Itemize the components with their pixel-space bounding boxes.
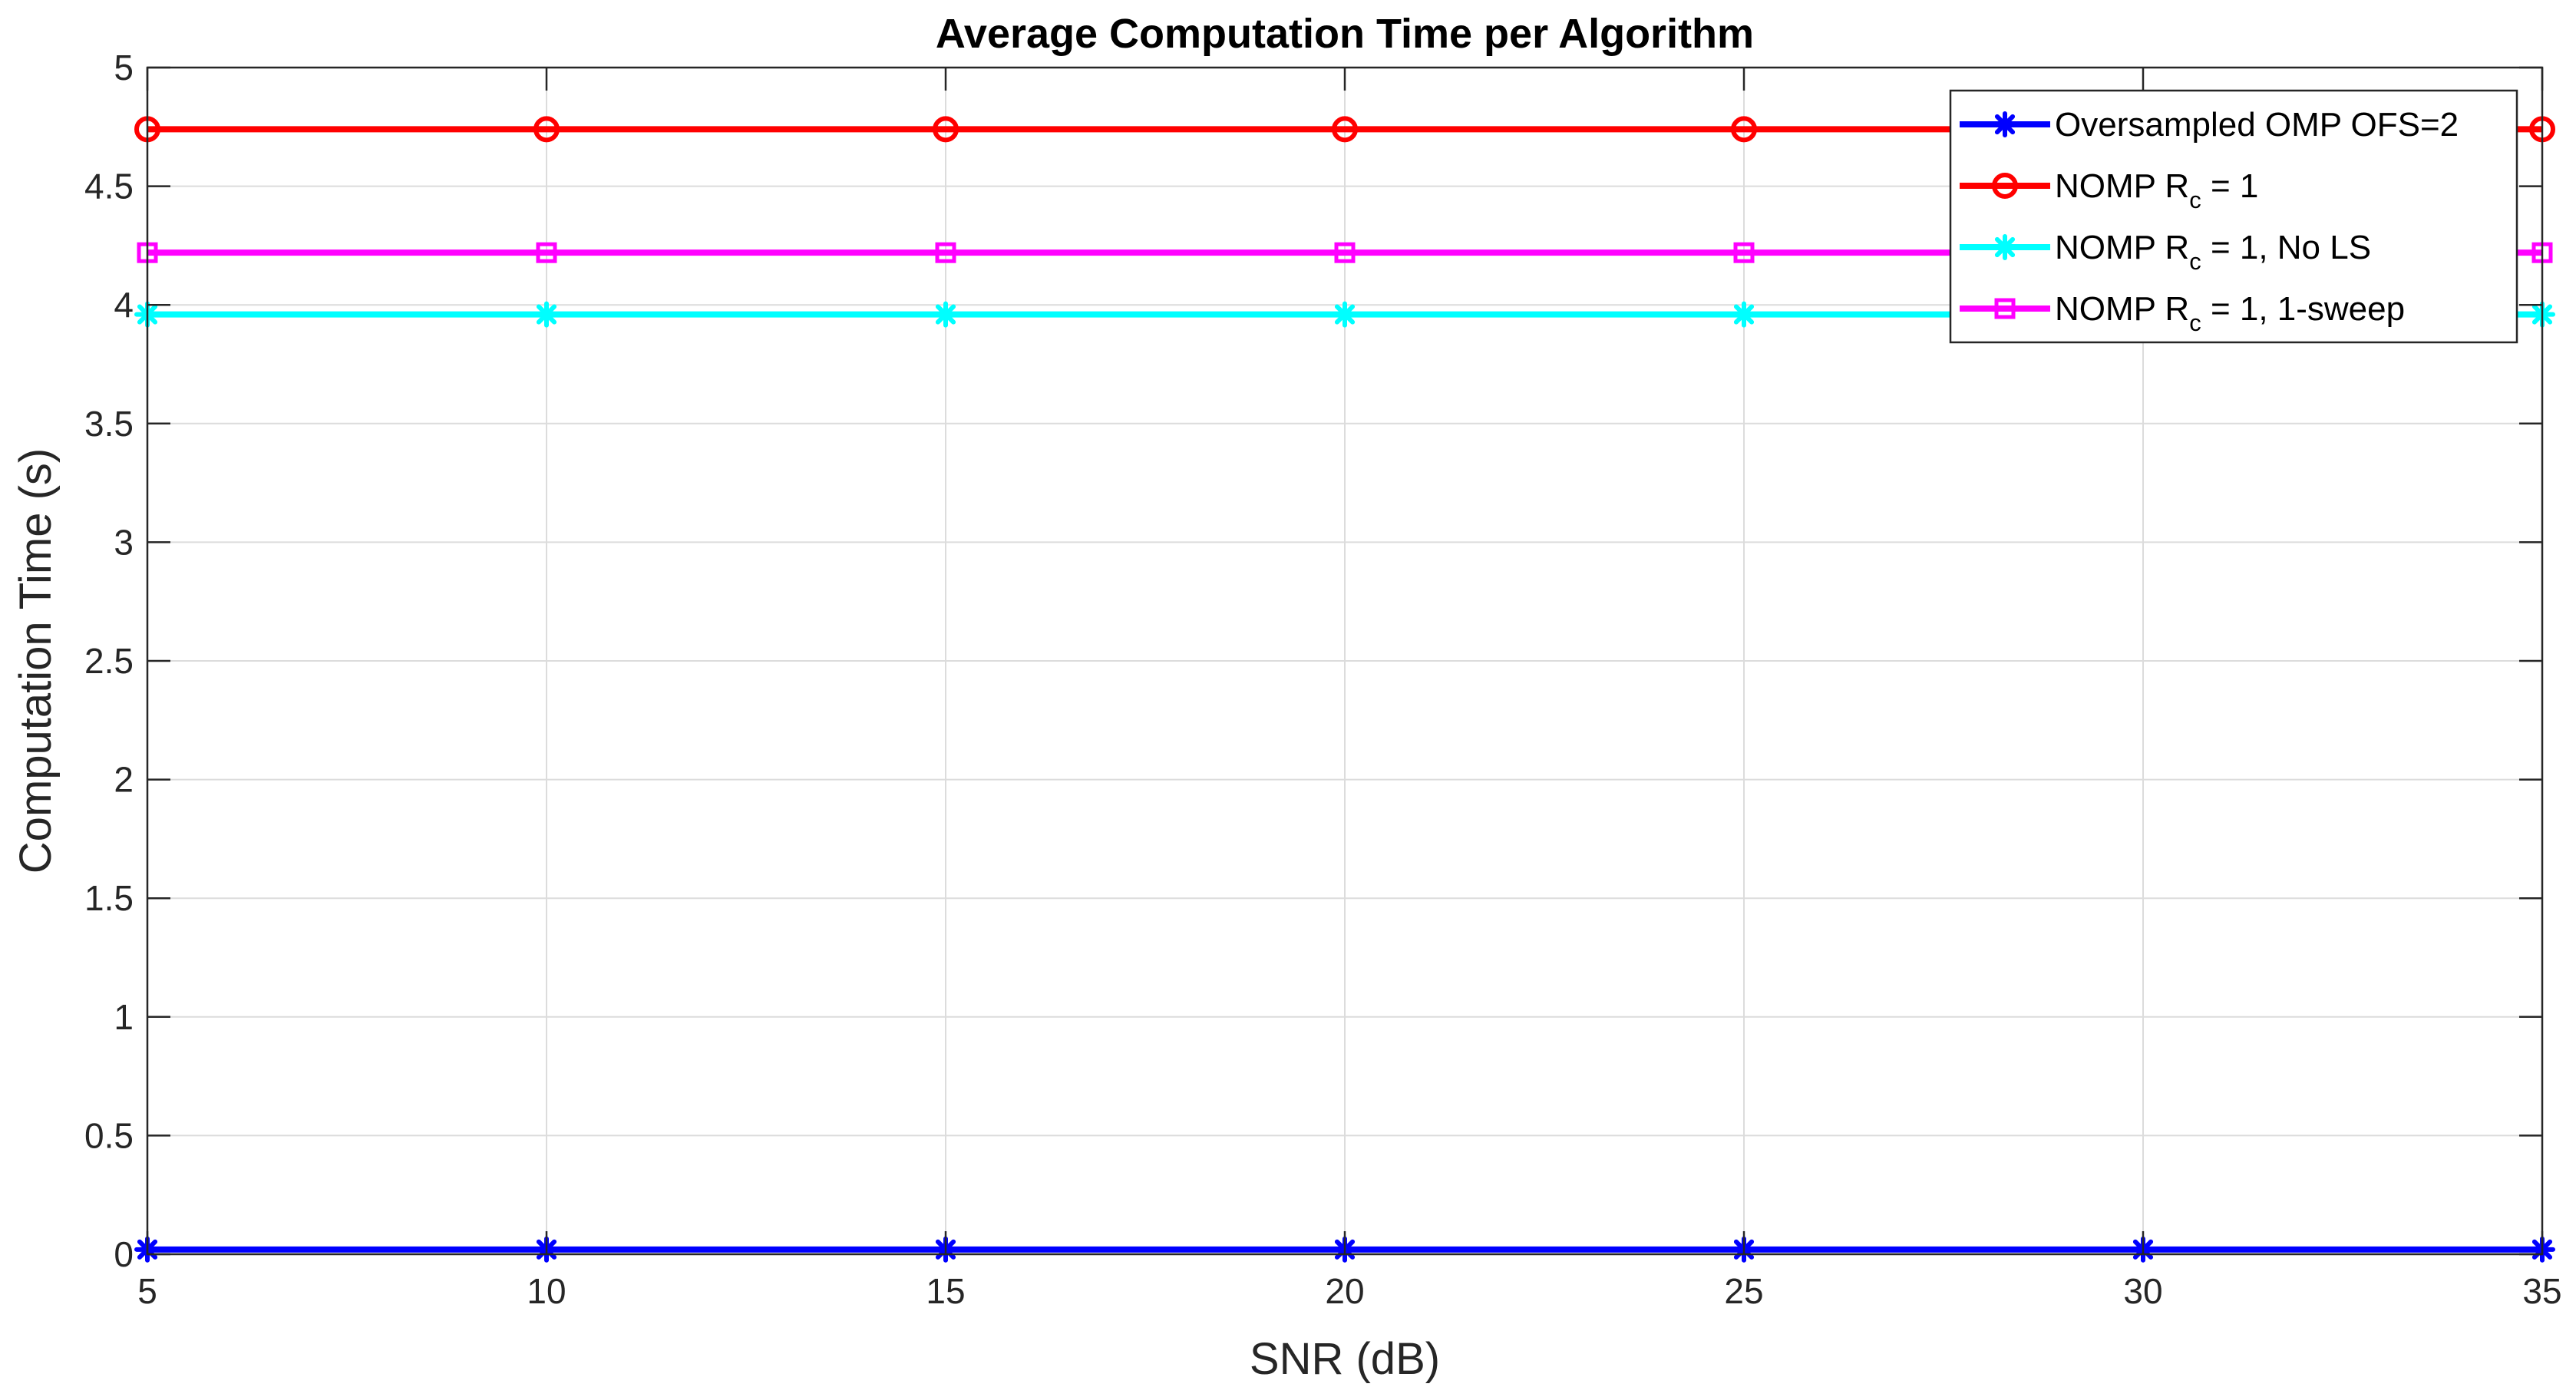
y-tick-label: 1 [114,997,134,1037]
legend-subscript: c [2189,309,2201,336]
x-tick-label: 10 [527,1271,566,1311]
legend-marker [1992,111,2018,137]
data-point [1334,242,1356,263]
legend-item: Oversampled OMP OFS=2 [1960,106,2459,144]
y-tick-label: 0.5 [84,1115,134,1155]
x-tick-labels: 5 10 15 20 25 30 35 [137,1271,2561,1311]
y-tick-label: 1.5 [84,878,134,918]
y-tick-label: 4.5 [84,167,134,206]
y-tick-label: 0 [114,1234,134,1274]
x-axis-label: SNR (dB) [1250,1334,1440,1384]
legend-text-part: Oversampled OMP OFS=2 [2055,106,2459,144]
legend-item: NOMP Rc = 1, No LS [1960,229,2371,275]
x-tick-label: 30 [2123,1271,2162,1311]
x-tick-label: 15 [926,1271,965,1311]
data-point [1332,116,1358,143]
y-tick-label: 3 [114,522,134,562]
legend-label: NOMP Rc = 1, No LS [2055,229,2371,275]
legend-marker [1994,298,2016,319]
data-point [933,301,959,328]
legend-text-part: = 1, No LS [2201,229,2371,266]
data-point [1332,301,1358,328]
data-point [933,116,959,143]
legend-subscript: c [2189,248,2201,275]
legend-item: NOMP Rc = 1 [1960,167,2258,213]
data-point [1731,301,1757,328]
y-tick-label: 5 [114,48,134,88]
y-tick-label: 3.5 [84,404,134,444]
data-point [533,116,560,143]
x-tick-label: 35 [2522,1271,2561,1311]
y-tick-label: 2.5 [84,641,134,681]
data-point [935,242,956,263]
legend-item: NOMP Rc = 1, 1-sweep [1960,290,2405,336]
y-tick-labels: 0 0.5 1 1.5 2 2.5 3 3.5 4 4.5 5 [84,48,134,1274]
legend-text-part: NOMP R [2055,229,2189,266]
x-tick-label: 20 [1325,1271,1364,1311]
chart-title: Average Computation Time per Algorithm [936,11,1754,57]
x-tick-label: 5 [137,1271,157,1311]
legend-label: NOMP Rc = 1, 1-sweep [2055,290,2405,336]
legend-label: NOMP Rc = 1 [2055,167,2258,213]
legend-label: Oversampled OMP OFS=2 [2055,106,2459,144]
legend-box [1949,89,2518,344]
y-tick-label: 2 [114,760,134,800]
legend-marker [1992,173,2018,199]
legend-marker [1992,234,2018,260]
legend-text-part: NOMP R [2055,167,2189,205]
y-axis-label: Computation Time (s) [11,448,61,874]
ticks [146,66,2544,1256]
data-point [1731,116,1757,143]
legend-text-part: NOMP R [2055,290,2189,328]
legend-text-part: = 1, 1-sweep [2201,290,2405,328]
y-tick-label: 4 [114,285,134,325]
x-tick-label: 25 [1724,1271,1763,1311]
legend-subscript: c [2189,187,2201,213]
legend-text-part: = 1 [2201,167,2259,205]
data-point [533,301,560,328]
data-point [536,242,557,263]
data-point [1733,242,1755,263]
